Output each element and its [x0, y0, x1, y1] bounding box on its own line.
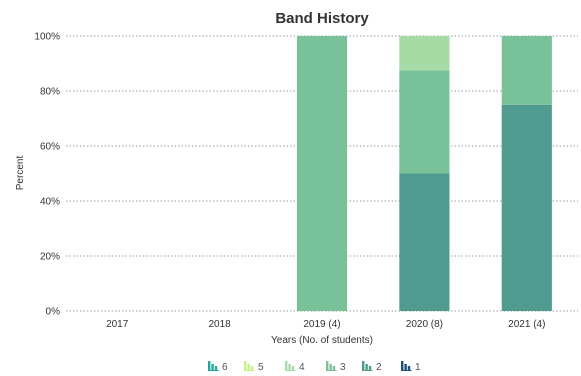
legend-icon-bar	[332, 366, 336, 370]
legend-icon-bar	[250, 366, 254, 370]
legend-label: 3	[340, 362, 346, 373]
legend-item-band-4[interactable]: 4	[285, 361, 305, 373]
legend-item-band-3[interactable]: 3	[326, 361, 346, 373]
bars-layer	[296, 36, 552, 312]
legend-item-band-2[interactable]: 2	[362, 361, 382, 373]
bar-segment-band-3-2021[interactable]	[501, 36, 552, 105]
bar-chart-icon	[285, 361, 296, 371]
legend-icon-bar	[291, 366, 295, 370]
legend-icon-baseline	[244, 370, 255, 371]
legend-icon-bar	[401, 361, 404, 370]
legend-icon-bar	[326, 361, 329, 370]
legend-item-band-6[interactable]: 6	[208, 361, 228, 373]
bar-chart-icon	[362, 361, 373, 371]
bar-segment-band-2-2020[interactable]	[399, 36, 450, 71]
y-tick-label: 80%	[40, 87, 60, 98]
legend-label: 6	[222, 362, 228, 373]
legend-icon-bar	[404, 364, 407, 370]
legend-icon-baseline	[285, 370, 296, 371]
bar-segment-band-6-2021[interactable]	[501, 104, 552, 311]
legend-icon-bar	[208, 361, 211, 370]
legend-label: 4	[299, 362, 305, 373]
legend-item-band-1[interactable]: 1	[401, 361, 421, 373]
legend-icon-baseline	[362, 370, 373, 371]
bar-segment-band-3-2019[interactable]	[296, 36, 348, 311]
bar-chart-icon	[208, 361, 219, 371]
legend-icon-bar	[288, 364, 291, 370]
bar-chart-icon	[326, 361, 337, 371]
legend: 6 5 4 3 2 1	[208, 361, 421, 373]
legend-label: 1	[415, 362, 421, 373]
legend-icon-bar	[244, 361, 247, 370]
legend-icon-bar	[362, 361, 365, 370]
y-tick-label: 40%	[40, 197, 60, 208]
x-tick-label: 2019 (4)	[303, 319, 340, 330]
x-tick-label: 2020 (8)	[406, 319, 443, 330]
legend-icon-bar	[211, 364, 214, 370]
y-axis-label: Percent	[15, 156, 26, 191]
y-ticks-layer: 0% 20% 40% 60% 80% 100%	[34, 32, 60, 318]
y-tick-label: 100%	[34, 32, 60, 43]
bar-chart-icon	[244, 361, 255, 371]
bar-chart-icon	[401, 361, 412, 371]
x-ticks-layer: 2017 2018 2019 (4) 2020 (8) 2021 (4)	[106, 319, 545, 330]
legend-icon-bar	[285, 361, 288, 370]
legend-icon-bar	[368, 366, 372, 370]
legend-icon-baseline	[208, 370, 219, 371]
legend-icon-bar	[407, 366, 411, 370]
legend-item-band-5[interactable]: 5	[244, 361, 264, 373]
y-tick-label: 0%	[46, 307, 61, 318]
x-axis-label: Years (No. of students)	[271, 335, 373, 346]
legend-icon-bar	[214, 366, 218, 370]
bar-segment-band-6-2020[interactable]	[399, 173, 450, 312]
legend-icon-baseline	[326, 370, 337, 371]
legend-icon-baseline	[401, 370, 412, 371]
legend-icon-bar	[329, 364, 332, 370]
x-tick-label: 2021 (4)	[508, 319, 545, 330]
x-tick-label: 2017	[106, 319, 129, 330]
legend-label: 5	[258, 362, 264, 373]
chart-title: Band History	[275, 10, 369, 27]
y-tick-label: 60%	[40, 142, 60, 153]
bar-segment-band-3-2020[interactable]	[399, 70, 450, 174]
legend-label: 2	[376, 362, 382, 373]
legend-icon-bar	[365, 364, 368, 370]
x-tick-label: 2018	[208, 319, 231, 330]
legend-icon-bar	[247, 364, 250, 370]
y-tick-label: 20%	[40, 252, 60, 263]
